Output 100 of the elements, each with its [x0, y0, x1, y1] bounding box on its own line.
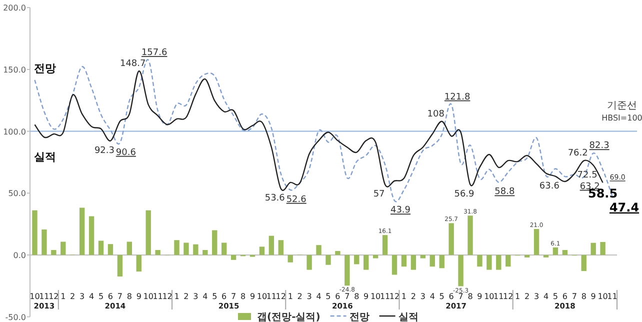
bar	[212, 230, 218, 255]
bar	[335, 251, 340, 255]
bar	[79, 208, 85, 255]
bar	[364, 254, 369, 270]
x-tick-label: 9	[590, 292, 596, 301]
x-tick-label: 5	[326, 292, 331, 301]
y-tick-label: 100.0	[3, 127, 26, 136]
bar	[146, 210, 151, 255]
bar	[288, 254, 293, 262]
bar	[108, 244, 114, 255]
bar	[259, 246, 265, 255]
bar	[126, 242, 132, 255]
bar	[448, 223, 454, 255]
x-tick-label: 12	[48, 292, 59, 301]
x-tick-label: 12	[503, 292, 514, 301]
x-tick-label: 3	[534, 292, 540, 301]
x-tick-label: 5	[552, 292, 558, 301]
bar	[486, 254, 492, 270]
data-label: 108	[427, 109, 445, 120]
x-tick-label: 8	[126, 292, 132, 301]
text: 실적	[34, 150, 56, 164]
x-tick-label: 10	[370, 292, 381, 301]
x-tick-label: 6	[335, 292, 340, 301]
x-tick-label: 11	[266, 292, 277, 301]
bar	[524, 254, 530, 258]
x-tick-label: 6	[562, 292, 568, 301]
bar	[193, 244, 198, 255]
data-label: 58.8	[494, 187, 515, 198]
data-label: 57	[373, 189, 385, 200]
x-tick-label: 6	[108, 292, 114, 301]
bar	[392, 254, 398, 275]
data-label: 76.2	[568, 148, 588, 159]
x-tick-label: 10	[484, 292, 494, 301]
x-tick-label: 9	[364, 292, 369, 301]
bar	[42, 229, 47, 255]
x-tick-label: 6	[448, 292, 454, 301]
data-label: 63.6	[539, 181, 560, 192]
x-tick-label: 11	[39, 292, 50, 301]
x-tick-label: 7	[344, 292, 350, 301]
bar	[410, 254, 416, 270]
x-tick-label: 1	[60, 292, 66, 301]
legend-label: 갭(전망-실적)	[257, 312, 320, 322]
data-label: 72.5	[577, 170, 598, 180]
y-tick-label: 200.0	[3, 4, 26, 13]
legend-label: 전망	[349, 312, 370, 322]
bar	[382, 235, 388, 255]
x-tick-label: 8	[468, 292, 473, 301]
bar	[117, 254, 123, 276]
x-tick-label: 12	[389, 292, 400, 301]
bar	[439, 254, 444, 268]
x-tick-label: 9	[250, 292, 256, 301]
bar	[202, 250, 208, 255]
x-tick-label: 7	[117, 292, 122, 301]
x-tick-label: 11	[494, 292, 504, 301]
x-tick-label: 2	[184, 292, 189, 301]
ref-line-label: 기준선 HBSI=100	[602, 100, 642, 122]
bar	[32, 210, 38, 255]
x-tick-label: 7	[231, 292, 236, 301]
y-tick-label: 50.0	[8, 189, 26, 198]
bar	[268, 236, 274, 255]
x-tick-label: 9	[477, 292, 482, 301]
x-tick-label: 1	[515, 292, 520, 301]
bar	[174, 240, 180, 255]
y-tick-label: 150.0	[3, 65, 26, 74]
bar	[306, 254, 312, 270]
data-label: 92.3	[94, 146, 114, 156]
bar	[136, 254, 142, 272]
y-tick-label: 0.0	[13, 250, 26, 260]
bar	[430, 254, 435, 267]
bar	[496, 254, 502, 270]
bar	[326, 254, 331, 265]
data-label: 52.6	[286, 194, 307, 205]
bar	[477, 254, 482, 267]
bar	[420, 254, 426, 258]
x-tick-label: 12	[162, 292, 172, 301]
x-tick-label: 1	[401, 292, 407, 301]
x-tick-label: 4	[202, 292, 208, 301]
x-tick-label: 4	[316, 292, 322, 301]
x-tick-label: 12	[276, 292, 286, 301]
bar	[506, 254, 511, 267]
data-label: 56.9	[454, 190, 475, 200]
data-label: 47.4	[609, 200, 640, 214]
x-tick-label: 1	[174, 292, 180, 301]
x-tick-label: 3	[80, 292, 85, 301]
data-label: 82.3	[589, 141, 610, 152]
x-tick-label: 8	[240, 292, 246, 301]
bar	[60, 242, 66, 255]
bar	[600, 242, 606, 255]
data-label: 148.7	[120, 59, 146, 70]
x-tick-label: 2	[297, 292, 302, 301]
bar	[401, 254, 407, 267]
x-tick-label: 7	[458, 292, 464, 301]
bar	[278, 240, 284, 255]
x-tick-label: 4	[430, 292, 435, 301]
x-tick-label: 10	[30, 292, 40, 301]
bar	[590, 242, 596, 255]
x-tick-label: 2	[70, 292, 76, 301]
x-tick-label: 10	[256, 292, 268, 301]
x-tick-label: 8	[581, 292, 586, 301]
bar	[552, 247, 558, 255]
